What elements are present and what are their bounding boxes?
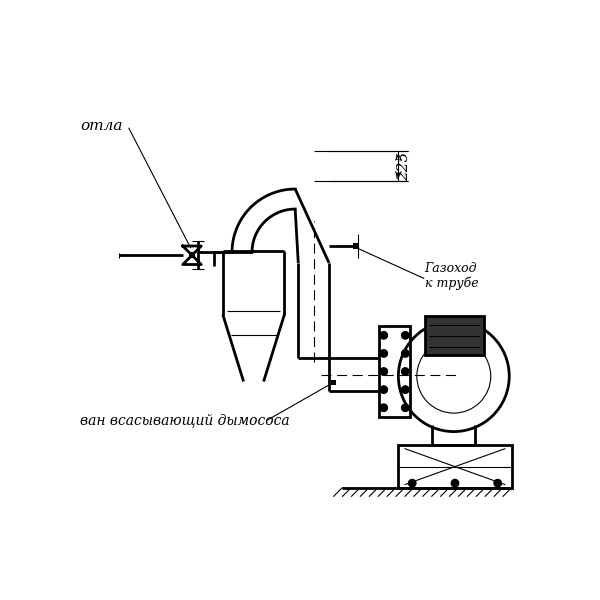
Circle shape: [380, 386, 388, 394]
Bar: [398, 445, 512, 488]
Circle shape: [401, 368, 409, 376]
Text: отла: отла: [80, 119, 123, 133]
Circle shape: [494, 479, 502, 487]
Bar: [353, 243, 359, 249]
Bar: [425, 316, 484, 355]
Text: 225: 225: [398, 151, 412, 181]
Circle shape: [380, 404, 388, 412]
Text: Газоход
к трубе: Газоход к трубе: [425, 262, 478, 290]
Circle shape: [380, 350, 388, 357]
Circle shape: [401, 331, 409, 339]
Circle shape: [380, 368, 388, 376]
Circle shape: [401, 404, 409, 412]
Bar: [331, 380, 336, 385]
Circle shape: [409, 479, 416, 487]
Circle shape: [401, 350, 409, 357]
Bar: [379, 326, 410, 417]
Bar: [189, 252, 195, 259]
Text: ван всасывающий дымососа: ван всасывающий дымососа: [80, 413, 290, 427]
Circle shape: [451, 479, 459, 487]
Circle shape: [380, 331, 388, 339]
Circle shape: [401, 386, 409, 394]
